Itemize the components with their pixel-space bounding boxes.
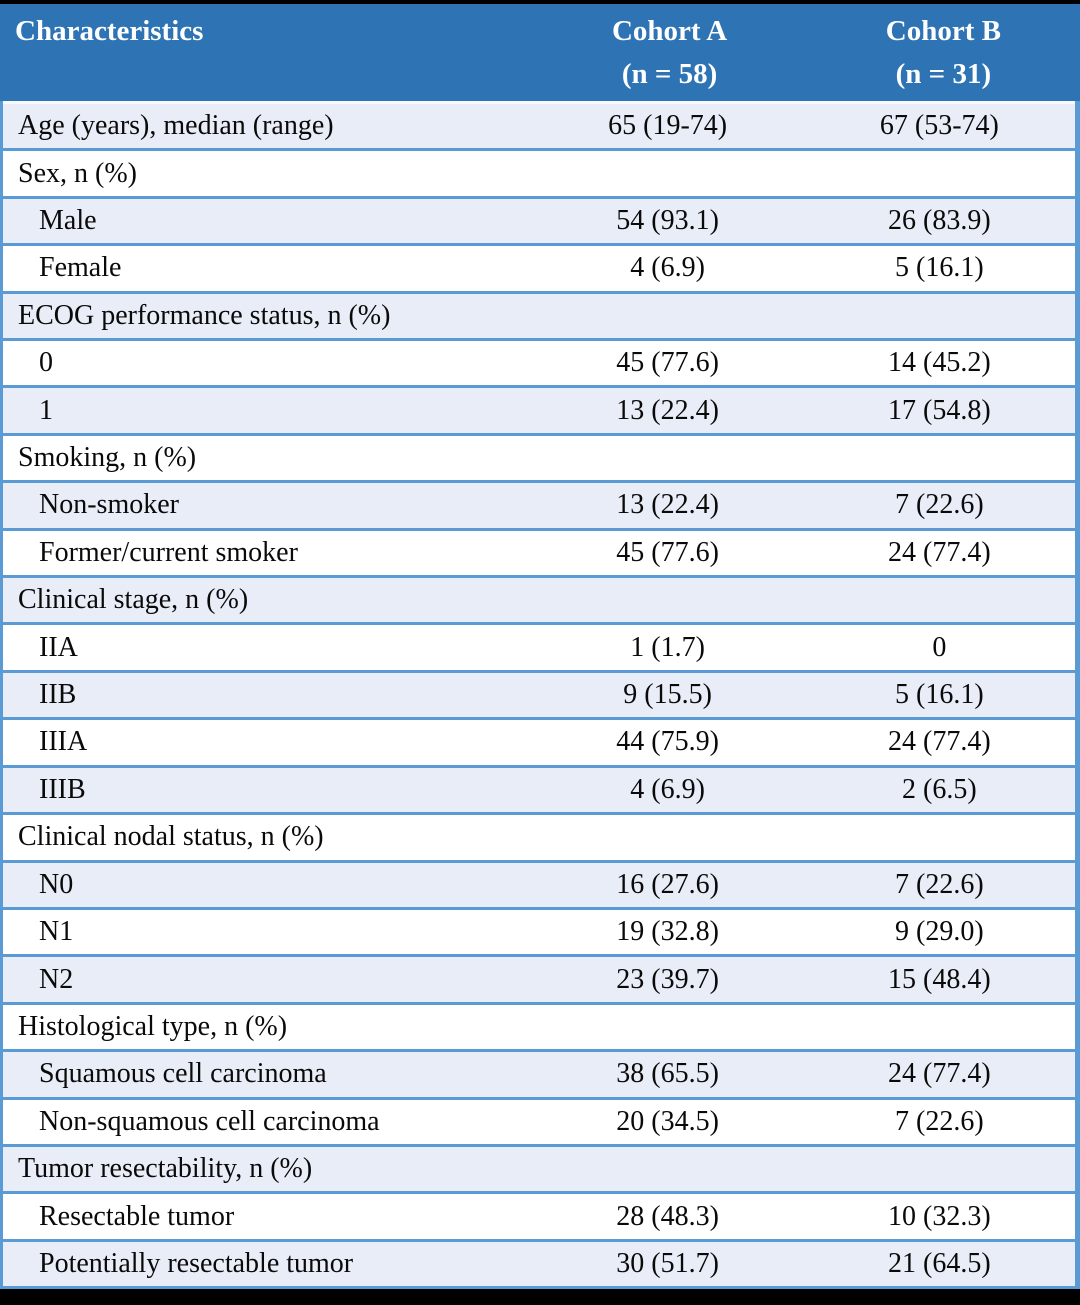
row-label: IIB bbox=[39, 679, 77, 711]
row-label: N1 bbox=[39, 916, 74, 948]
cohort-a-value: 54 (93.1) bbox=[616, 205, 719, 237]
row-label: Squamous cell carcinoma bbox=[39, 1058, 327, 1090]
row-label: Potentially resectable tumor bbox=[39, 1247, 354, 1279]
table-row: Female 4 (6.9) 5 (16.1) bbox=[3, 243, 1075, 291]
row-label: Clinical stage, n (%) bbox=[18, 584, 249, 616]
header-cohort-a-label: Cohort A bbox=[611, 15, 728, 47]
row-label: IIIB bbox=[39, 773, 86, 805]
row-label: N0 bbox=[39, 868, 74, 900]
header-cohort-b-label: Cohort B bbox=[885, 15, 1001, 47]
cohort-a-value: 38 (65.5) bbox=[616, 1058, 719, 1090]
table-row: IIA 1 (1.7) 0 bbox=[3, 622, 1075, 670]
cohort-b-value: 0 bbox=[932, 631, 947, 663]
cohort-b-value: 9 (29.0) bbox=[895, 916, 984, 948]
cohort-a-value: 9 (15.5) bbox=[623, 679, 712, 711]
row-label: Male bbox=[39, 205, 97, 237]
cohort-a-value: 4 (6.9) bbox=[630, 252, 705, 284]
cohort-a-value: 45 (77.6) bbox=[616, 536, 719, 568]
cohort-b-value: 7 (22.6) bbox=[895, 489, 984, 521]
table-row: Non-squamous cell carcinoma 20 (34.5) 7 … bbox=[3, 1096, 1075, 1144]
table-header-row: Characteristics Cohort A (n = 58) Cohort… bbox=[0, 4, 1080, 101]
row-label: ECOG performance status, n (%) bbox=[18, 299, 391, 331]
cohort-a-value: 13 (22.4) bbox=[616, 394, 719, 426]
row-label: Non-smoker bbox=[39, 489, 179, 521]
table-row: Clinical nodal status, n (%) bbox=[3, 812, 1075, 860]
header-cohort-a-n: (n = 58) bbox=[621, 58, 718, 90]
header-cohort-b-n: (n = 31) bbox=[895, 58, 992, 90]
table-row: Tumor resectability, n (%) bbox=[3, 1143, 1075, 1192]
table-row: Smoking, n (%) bbox=[3, 432, 1075, 481]
cohort-b-value: 5 (16.1) bbox=[895, 679, 984, 711]
table-row: Clinical stage, n (%) bbox=[3, 575, 1075, 623]
cohort-b-value: 7 (22.6) bbox=[895, 868, 984, 900]
cohort-b-value: 7 (22.6) bbox=[895, 1105, 984, 1137]
row-label: IIIA bbox=[39, 726, 88, 758]
table-row: N1 19 (32.8) 9 (29.0) bbox=[3, 906, 1075, 955]
row-label: Age (years), median (range) bbox=[18, 110, 334, 142]
cohort-b-value: 21 (64.5) bbox=[888, 1247, 991, 1279]
cohort-b-value: 5 (16.1) bbox=[895, 252, 984, 284]
cohort-a-value: 45 (77.6) bbox=[616, 347, 719, 379]
cohort-a-value: 30 (51.7) bbox=[616, 1247, 719, 1279]
table-row: Male 54 (93.1) 26 (83.9) bbox=[3, 195, 1075, 244]
table-row: ECOG performance status, n (%) bbox=[3, 290, 1075, 339]
cohort-a-value: 19 (32.8) bbox=[616, 916, 719, 948]
table-row: Resectable tumor 28 (48.3) 10 (32.3) bbox=[3, 1191, 1075, 1239]
table-body: Age (years), median (range) 65 (19-74) 6… bbox=[0, 101, 1080, 1289]
row-label: Sex, n (%) bbox=[18, 157, 137, 189]
cohort-a-value: 20 (34.5) bbox=[616, 1105, 719, 1137]
row-label: Histological type, n (%) bbox=[18, 1010, 288, 1042]
table-row: IIIB 4 (6.9) 2 (6.5) bbox=[3, 764, 1075, 813]
header-characteristics-label: Characteristics bbox=[15, 15, 204, 47]
header-cell-characteristics: Characteristics bbox=[0, 4, 532, 101]
cohort-b-value: 24 (77.4) bbox=[888, 536, 991, 568]
row-label: Clinical nodal status, n (%) bbox=[18, 821, 324, 853]
cohort-a-value: 16 (27.6) bbox=[616, 868, 719, 900]
table-row: Former/current smoker 45 (77.6) 24 (77.4… bbox=[3, 527, 1075, 576]
table-row: N2 23 (39.7) 15 (48.4) bbox=[3, 954, 1075, 1002]
cohort-b-value: 24 (77.4) bbox=[888, 726, 991, 758]
row-label: Resectable tumor bbox=[39, 1200, 235, 1232]
row-label: Female bbox=[39, 252, 122, 284]
table-row: 0 45 (77.6) 14 (45.2) bbox=[3, 338, 1075, 386]
cohort-a-value: 1 (1.7) bbox=[630, 631, 705, 663]
row-label: N2 bbox=[39, 963, 74, 995]
table-row: IIB 9 (15.5) 5 (16.1) bbox=[3, 669, 1075, 718]
table-row: Age (years), median (range) 65 (19-74) 6… bbox=[3, 101, 1075, 149]
cohort-b-value: 2 (6.5) bbox=[902, 773, 977, 805]
cohort-b-value: 67 (53-74) bbox=[879, 110, 999, 142]
table-row: 1 13 (22.4) 17 (54.8) bbox=[3, 385, 1075, 433]
cohort-b-value: 17 (54.8) bbox=[888, 394, 991, 426]
cohort-b-value: 15 (48.4) bbox=[888, 963, 991, 995]
row-label: Smoking, n (%) bbox=[18, 442, 197, 474]
table-row: Histological type, n (%) bbox=[3, 1001, 1075, 1050]
cohort-b-value: 14 (45.2) bbox=[888, 347, 991, 379]
header-cell-cohort-a: Cohort A (n = 58) bbox=[532, 4, 806, 101]
cohort-a-value: 44 (75.9) bbox=[616, 726, 719, 758]
cohort-b-value: 26 (83.9) bbox=[888, 205, 991, 237]
cohort-b-value: 10 (32.3) bbox=[888, 1200, 991, 1232]
cohort-b-value: 24 (77.4) bbox=[888, 1058, 991, 1090]
table-row: Sex, n (%) bbox=[3, 148, 1075, 196]
table-row: Potentially resectable tumor 30 (51.7) 2… bbox=[3, 1238, 1075, 1287]
cohort-a-value: 13 (22.4) bbox=[616, 489, 719, 521]
characteristics-table: Characteristics Cohort A (n = 58) Cohort… bbox=[0, 4, 1080, 1289]
cohort-a-value: 4 (6.9) bbox=[630, 773, 705, 805]
row-label: Former/current smoker bbox=[39, 536, 298, 568]
row-label: IIA bbox=[39, 631, 78, 663]
row-label: Tumor resectability, n (%) bbox=[18, 1153, 313, 1185]
table-row: IIIA 44 (75.9) 24 (77.4) bbox=[3, 717, 1075, 765]
header-cell-cohort-b: Cohort B (n = 31) bbox=[807, 4, 1080, 101]
row-label: 1 bbox=[39, 394, 53, 426]
cohort-a-value: 65 (19-74) bbox=[608, 110, 728, 142]
table-row: N0 16 (27.6) 7 (22.6) bbox=[3, 859, 1075, 907]
cohort-a-value: 28 (48.3) bbox=[616, 1200, 719, 1232]
table-row: Non-smoker 13 (22.4) 7 (22.6) bbox=[3, 480, 1075, 528]
row-label: 0 bbox=[39, 347, 53, 379]
cohort-a-value: 23 (39.7) bbox=[616, 963, 719, 995]
row-label: Non-squamous cell carcinoma bbox=[39, 1105, 380, 1137]
table-row: Squamous cell carcinoma 38 (65.5) 24 (77… bbox=[3, 1049, 1075, 1097]
